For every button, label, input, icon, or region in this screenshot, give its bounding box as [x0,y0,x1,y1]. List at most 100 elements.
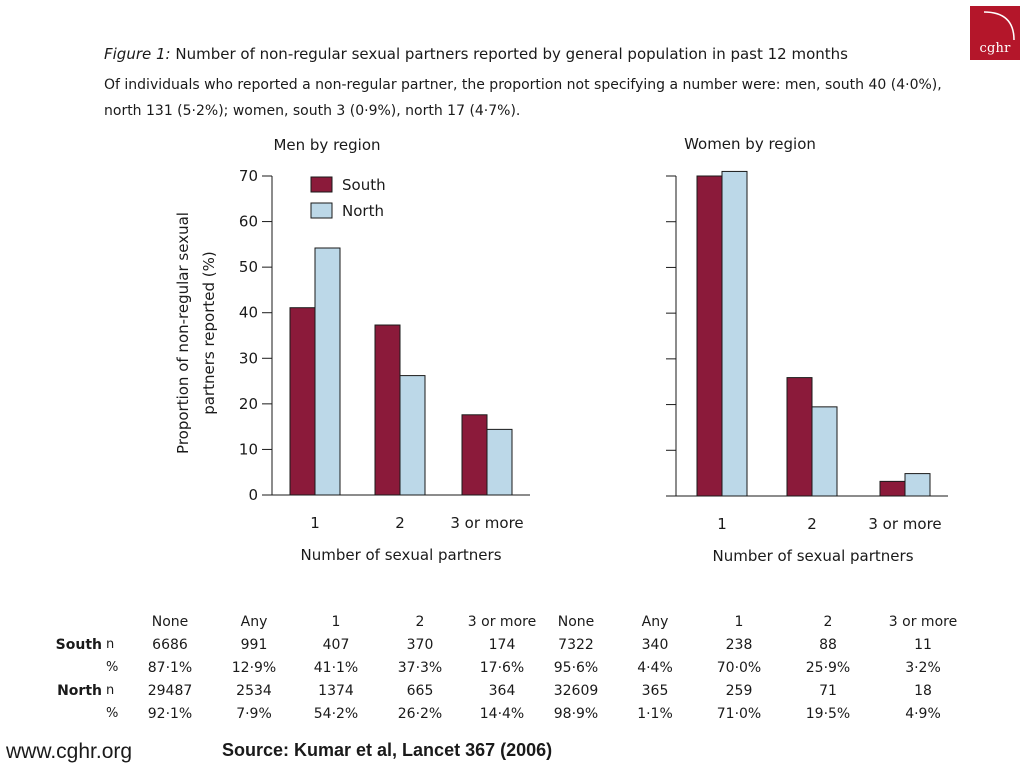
table-cell: 88 [819,636,837,653]
table-row-marker: n [106,637,115,652]
chart1-legend-swatch-south [310,176,333,193]
table-header-row: None Any 1 2 3 or more None Any 1 2 3 or more [50,610,970,633]
table-cell: 32609 [553,682,599,699]
table-header-cell: None [557,613,595,630]
chart1-y-tick-label: 20 [239,395,258,413]
table-cell: 3·2% [905,659,941,676]
chart1-bar-south [374,324,401,496]
chart1-y-axis-label-line1: Proportion of non-regular sexual [174,212,192,454]
table-row: South n 6686 991 407 370 174 7322 340 238 88 11 [50,633,970,656]
table-cell: 11 [914,636,932,653]
table-row-header [50,656,106,679]
chart1-bar-north [399,375,426,496]
chart1-x-tick-label: 1 [310,514,320,532]
chart1-y-tick-label: 30 [239,349,258,367]
table-row-marker: n [106,683,115,698]
table-cell: 2534 [236,682,272,699]
table-cell: 12·9% [231,659,277,676]
table-row-header: North [57,682,102,699]
table-cell: 70·0% [716,659,762,676]
table-cell: 92·1% [147,705,193,722]
cghr-logo: cghr [970,6,1020,60]
chart2-bar-south [879,480,906,497]
table-cell: 19·5% [805,705,851,722]
table-row-header [50,702,106,725]
table-cell: 665 [406,682,434,699]
chart1-y-tick-label: 50 [239,258,258,276]
table-cell: 95·6% [553,659,599,676]
table-cell: 174 [488,636,516,653]
table-row-header: South [55,636,102,653]
chart1-x-tick-label: 2 [395,514,405,532]
figure-title-text: Number of non-regular sexual partners re… [175,45,848,63]
table-header-cell: 3 or more [467,613,537,630]
chart2-x-tick-label: 3 or more [868,515,941,533]
table-cell: 17·6% [479,659,525,676]
chart2-x-tick-label: 2 [807,515,817,533]
chart2-x-axis-label: Number of sexual partners [712,547,913,565]
chart1-legend-label-north: North [342,202,384,220]
chart1-x-axis-label: Number of sexual partners [300,546,501,564]
chart1-bar-south [289,307,316,496]
chart1-y-tick-label: 40 [239,304,258,322]
chart1-y-tick-label: 70 [239,167,258,185]
table-row: % 92·1% 7·9% 54·2% 26·2% 14·4% 98·9% 1·1% 71·0% 1… [50,702,970,725]
table-cell: 98·9% [553,705,599,722]
figure-title: Figure 1: Number of non-regular sexual p… [104,45,848,63]
table-cell: 41·1% [313,659,359,676]
table-cell: 25·9% [805,659,851,676]
table-header-cell: 2 [415,613,425,630]
table-cell: 259 [725,682,753,699]
table-row: % 87·1% 12·9% 41·1% 37·3% 17·6% 95·6% 4·4% 70·0%… [50,656,970,679]
table-header-cell: 3 or more [888,613,958,630]
chart1-y-tick-label: 0 [248,486,258,504]
chart1-bar-north [486,428,513,496]
table-cell: 1·1% [637,705,673,722]
chart2-bar-south [786,377,813,497]
chart2-bar-north [904,473,931,497]
table-cell: 7322 [558,636,594,653]
table-cell: 71 [819,682,837,699]
table-header-cell: None [151,613,189,630]
table-cell: 26·2% [397,705,443,722]
table-cell: 18 [914,682,932,699]
table-row-marker: % [106,660,119,675]
chart1-legend-swatch-north [310,202,333,219]
table-corner [50,610,106,633]
table-row: North n 29487 2534 1374 665 364 32609 365 259 71 18 [50,679,970,702]
table-cell: 4·4% [637,659,673,676]
table-corner [106,610,128,633]
charts-canvas: Men by region 0 10 20 30 40 50 60 70 1 2 3 or more N… [174,135,948,565]
chart1-bar-south [461,414,488,496]
table-row-marker: % [106,706,119,721]
chart1-title: Men by region [273,136,380,154]
chart2-title: Women by region [684,135,816,153]
table-cell: 238 [725,636,753,653]
figure-caption: Of individuals who reported a non-regula… [104,77,942,119]
chart1-y-tick-label: 10 [239,440,258,458]
footer-url: www.cghr.org [6,740,133,763]
table-cell: 29487 [147,682,193,699]
chart2-bar-south [696,175,723,497]
chart1-legend-label-south: South [342,176,386,194]
table-header-cell: 2 [823,613,833,630]
table-cell: 7·9% [236,705,272,722]
footer-source: Source: Kumar et al, Lancet 367 (2006) [222,740,553,760]
table-header-cell: Any [240,613,268,630]
table-cell: 54·2% [313,705,359,722]
chart1-y-tick-label: 60 [239,213,258,231]
table-cell: 370 [406,636,434,653]
table-cell: 365 [641,682,669,699]
table-cell: 71·0% [716,705,762,722]
table-header-cell: 1 [331,613,341,630]
table-header-cell: Any [641,613,669,630]
table-cell: 407 [322,636,350,653]
table-cell: 991 [240,636,268,653]
table-cell: 340 [641,636,669,653]
logo-arc-icon [983,11,1015,41]
table-cell: 14·4% [479,705,525,722]
table-cell: 364 [488,682,516,699]
logo-text: cghr [979,41,1011,56]
chart1-y-axis-label-line2: partners reported (%) [200,251,218,415]
data-table: None Any 1 2 3 or more None Any 1 2 3 or more Sou… [50,610,970,725]
